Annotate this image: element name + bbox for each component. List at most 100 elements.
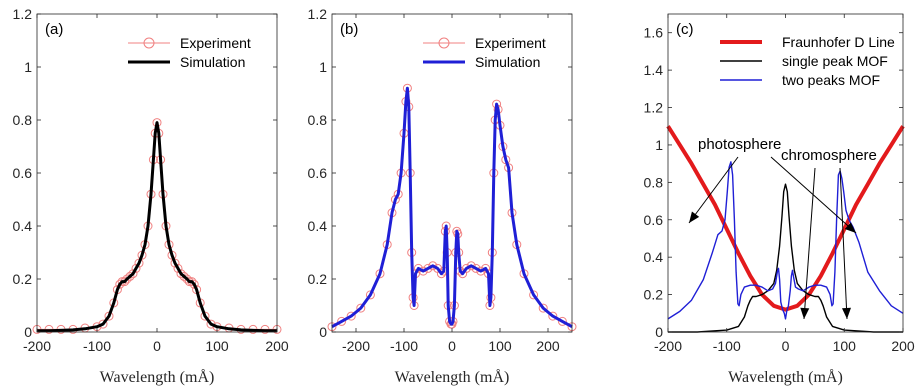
- legend-entry: Simulation: [128, 54, 245, 70]
- panel-label: (b): [340, 21, 358, 38]
- series-simulation: [331, 86, 573, 329]
- x-axis-label: Wavelength (mÅ): [100, 368, 215, 386]
- legend-label: two peaks MOF: [782, 72, 880, 88]
- data-point: [131, 263, 141, 273]
- legend-label: Simulation: [180, 54, 245, 70]
- y-tick-label: 0.6: [644, 212, 664, 228]
- y-tick-label: 1: [655, 137, 663, 153]
- legend-entry: single peak MOF: [720, 53, 888, 69]
- data-point: [461, 263, 471, 273]
- annotation-arrow: [688, 156, 739, 224]
- annotation: chromosphere: [781, 147, 877, 320]
- y-tick-label: 1.4: [644, 62, 664, 78]
- legend-entry: Experiment: [128, 35, 251, 51]
- data-point: [176, 269, 186, 279]
- data-point: [436, 269, 446, 279]
- data-point: [189, 279, 199, 289]
- x-tick-label: -200: [654, 338, 682, 354]
- x-tick-label: -200: [23, 338, 51, 354]
- data-point: [481, 263, 491, 273]
- x-tick-label: 0: [448, 338, 456, 354]
- data-point: [115, 279, 125, 289]
- series-experiment: [32, 118, 282, 334]
- data-point: [125, 271, 135, 281]
- y-tick-label: 0.2: [644, 287, 664, 303]
- legend-marker: [143, 37, 155, 49]
- data-point: [538, 303, 548, 313]
- data-point: [98, 319, 108, 329]
- series-fraunhofer-d-line: [666, 125, 905, 312]
- x-axis-label: Wavelength (mÅ): [395, 368, 510, 386]
- y-tick-label: 0.4: [308, 218, 328, 234]
- y-tick-label: 0.4: [644, 249, 664, 265]
- y-tick-label: 1.6: [644, 25, 664, 41]
- y-tick-label: 0.8: [308, 112, 328, 128]
- chart-panel-2: 0 0.2 0.4 0.6 0.8 1 1.2 -200 -100 0 100 200 Waveleng…: [308, 6, 577, 386]
- series-line: [331, 86, 573, 329]
- x-tick-label: -100: [83, 338, 111, 354]
- annotation-text: chromosphere: [781, 147, 877, 164]
- x-tick-label: 100: [488, 338, 512, 354]
- arrow-head: [800, 307, 810, 319]
- legend-label: Experiment: [180, 35, 251, 51]
- data-point: [418, 266, 428, 276]
- x-tick-label: -100: [713, 338, 741, 354]
- data-point: [173, 263, 183, 273]
- series-line: [37, 121, 277, 333]
- data-point: [476, 266, 486, 276]
- x-tick-label: 100: [833, 338, 857, 354]
- y-tick-label: 0.8: [644, 174, 664, 190]
- data-point: [337, 316, 347, 326]
- y-tick-label: 0.6: [308, 165, 328, 181]
- legend-entry: Simulation: [423, 54, 540, 70]
- x-tick-label: 0: [153, 338, 161, 354]
- data-point: [466, 261, 476, 271]
- panel-label: (c): [676, 21, 694, 38]
- arrow-head: [844, 222, 856, 233]
- legend-label: Fraunhofer D Line: [782, 34, 895, 50]
- y-tick-label: 0: [24, 324, 32, 340]
- data-point: [413, 263, 423, 273]
- data-point: [557, 316, 567, 326]
- series-single-peak-mof: [668, 183, 903, 333]
- y-tick-label: 1.2: [308, 6, 328, 22]
- annotation-text: photosphere: [698, 136, 781, 153]
- series-line: [331, 87, 573, 328]
- annotation-arrow: [803, 167, 816, 320]
- y-tick-label: 0.2: [13, 271, 33, 287]
- data-point: [346, 311, 356, 321]
- y-tick-label: 0: [655, 324, 663, 340]
- data-point: [423, 263, 433, 273]
- data-point: [548, 311, 558, 321]
- y-tick-label: 0.2: [308, 271, 328, 287]
- x-tick-label: 0: [782, 338, 790, 354]
- series-experiment: [327, 83, 577, 332]
- y-tick-label: 0.4: [13, 218, 33, 234]
- chart-panel-1: 0 0.2 0.4 0.6 0.8 1 1.2 -200 -100 0 100 200 Waveleng…: [13, 6, 289, 386]
- data-point: [471, 263, 481, 273]
- legend-entry: two peaks MOF: [720, 72, 880, 88]
- legend-label: Simulation: [475, 54, 540, 70]
- x-axis-label: Wavelength (mÅ): [728, 368, 843, 386]
- arrow-head: [841, 307, 851, 319]
- data-point: [122, 274, 132, 284]
- y-tick-label: 0: [319, 324, 327, 340]
- legend-label: single peak MOF: [782, 53, 888, 69]
- y-tick-label: 0.8: [13, 112, 33, 128]
- data-point: [356, 303, 366, 313]
- series-line: [668, 183, 903, 333]
- y-tick-label: 1: [24, 59, 32, 75]
- arrow-head: [689, 211, 700, 223]
- series-line: [666, 125, 905, 312]
- chart-panel-3: 0 0.2 0.4 0.6 0.8 1 1.2 1.4 1.6 -200 -100 0 100 200 Wa…: [644, 13, 915, 386]
- data-point: [365, 290, 375, 300]
- data-point: [128, 269, 138, 279]
- annotation-arrow: [839, 167, 848, 320]
- y-tick-label: 0.6: [13, 165, 33, 181]
- x-tick-label: -200: [342, 338, 370, 354]
- data-point: [529, 290, 539, 300]
- x-tick-label: 200: [536, 338, 560, 354]
- x-tick-label: 200: [265, 338, 289, 354]
- y-tick-label: 1.2: [13, 6, 33, 22]
